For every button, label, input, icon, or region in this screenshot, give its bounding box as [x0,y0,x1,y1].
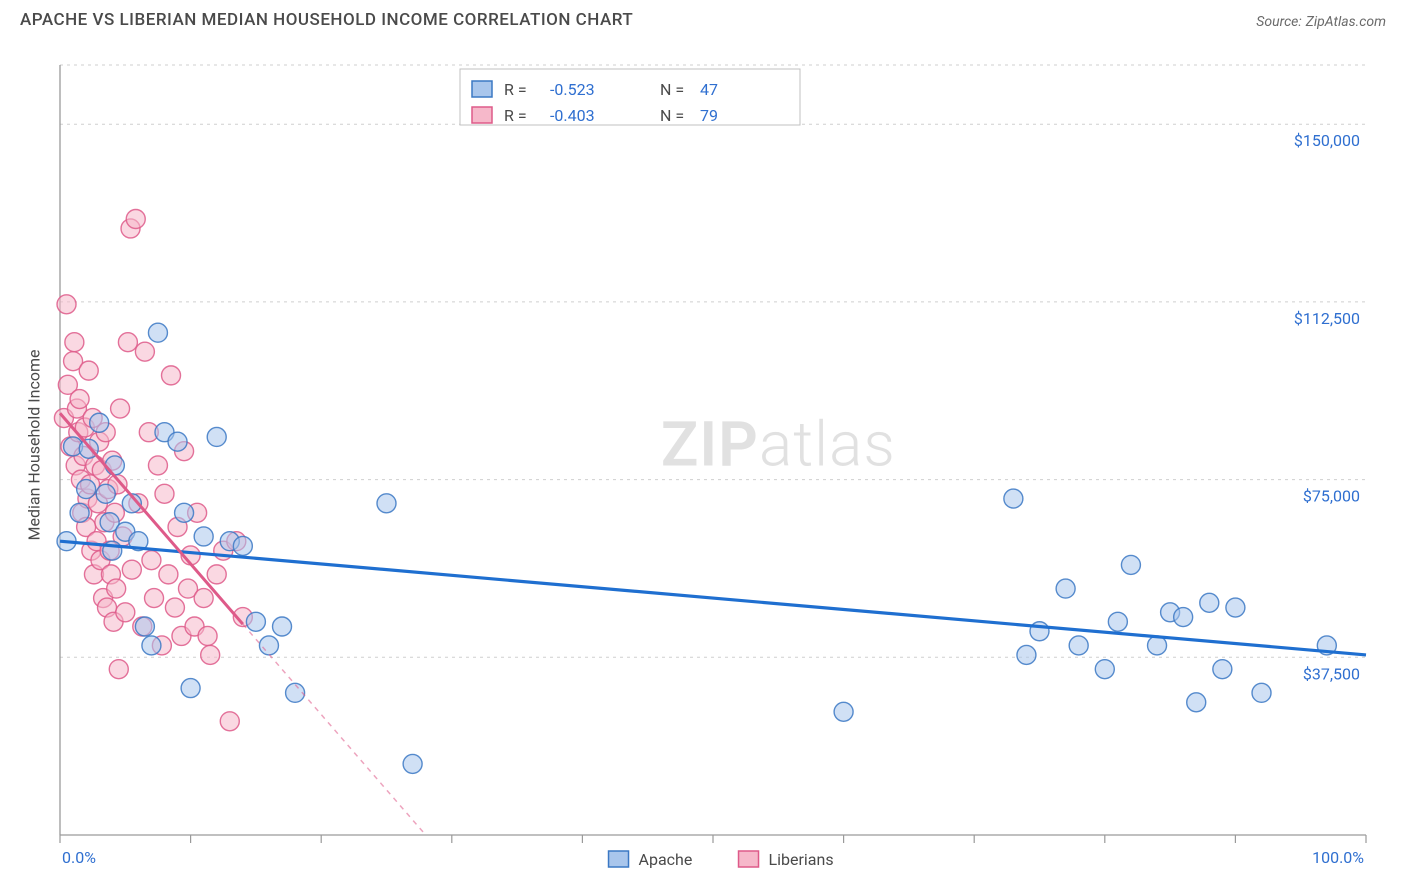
data-point [142,551,161,570]
data-point [70,390,89,409]
legend-swatch [472,81,492,97]
data-point [1174,608,1193,627]
y-tick-label: $75,000 [1303,487,1360,506]
data-point [107,579,126,598]
data-point [181,679,200,698]
trend-line-extrapolated [243,624,426,835]
data-point [77,480,96,499]
legend-r-label: R = [504,106,527,125]
data-point [1056,579,1075,598]
data-point [70,503,89,522]
trend-line [60,541,1366,655]
legend-n-value: 79 [700,106,718,125]
data-point [246,612,265,631]
data-point [148,456,167,475]
data-point [1252,683,1271,702]
data-point [198,626,217,645]
data-point [109,660,128,679]
data-point [834,702,853,721]
data-point [111,399,130,418]
data-point [135,617,154,636]
data-point [90,413,109,432]
data-point [207,427,226,446]
data-point [155,484,174,503]
data-point [65,333,84,352]
data-point [148,323,167,342]
data-point [175,503,194,522]
data-point [233,536,252,555]
bottom-legend-label: Liberians [769,850,834,869]
y-tick-label: $112,500 [1294,309,1360,328]
data-point [194,527,213,546]
bottom-legend-swatch [739,851,759,867]
data-point [220,712,239,731]
data-point [142,636,161,655]
data-point [126,210,145,229]
y-axis-label: Median Household Income [25,350,44,541]
data-point [1095,660,1114,679]
data-point [259,636,278,655]
y-tick-label: $150,000 [1294,131,1360,150]
bottom-legend-label: Apache [639,850,693,869]
legend-r-value: -0.403 [550,106,595,125]
data-point [168,432,187,451]
legend-n-label: N = [660,80,684,99]
data-point [1121,555,1140,574]
source-attribution: Source: ZipAtlas.com [1256,11,1386,30]
data-point [1200,593,1219,612]
data-point [159,565,178,584]
legend-r-label: R = [504,80,527,99]
data-point [118,333,137,352]
data-point [1108,612,1127,631]
data-point [57,295,76,314]
data-point [162,366,181,385]
bottom-legend-swatch [609,851,629,867]
data-point [116,603,135,622]
data-point [122,560,141,579]
data-point [201,645,220,664]
data-point [1017,645,1036,664]
data-point [96,484,115,503]
data-point [273,617,292,636]
data-point [1213,660,1232,679]
legend-swatch [472,107,492,123]
data-point [194,589,213,608]
watermark: ZIPatlas [661,408,896,481]
legend-r-value: -0.523 [550,80,595,99]
source-name: ZipAtlas.com [1306,14,1386,30]
source-label: Source: [1256,14,1301,30]
data-point [377,494,396,513]
data-point [1004,489,1023,508]
chart-title: APACHE VS LIBERIAN MEDIAN HOUSEHOLD INCO… [20,10,633,30]
x-tick-label: 100.0% [1312,848,1364,867]
data-point [165,598,184,617]
legend-n-value: 47 [700,80,718,99]
scatter-chart: $37,500 $75,000 $112,500 $150,000 0.0% 100.0%… [20,45,1386,875]
data-point [403,754,422,773]
data-point [207,565,226,584]
data-point [1187,693,1206,712]
x-tick-label: 0.0% [62,848,96,867]
data-point [105,456,124,475]
legend-n-label: N = [660,106,684,125]
data-point [1069,636,1088,655]
y-tick-label: $37,500 [1303,664,1360,683]
data-point [1226,598,1245,617]
chart-container: Median Household Income $37,500 $75,000 $1… [20,45,1386,845]
data-point [79,361,98,380]
data-point [135,342,154,361]
data-point [145,589,164,608]
